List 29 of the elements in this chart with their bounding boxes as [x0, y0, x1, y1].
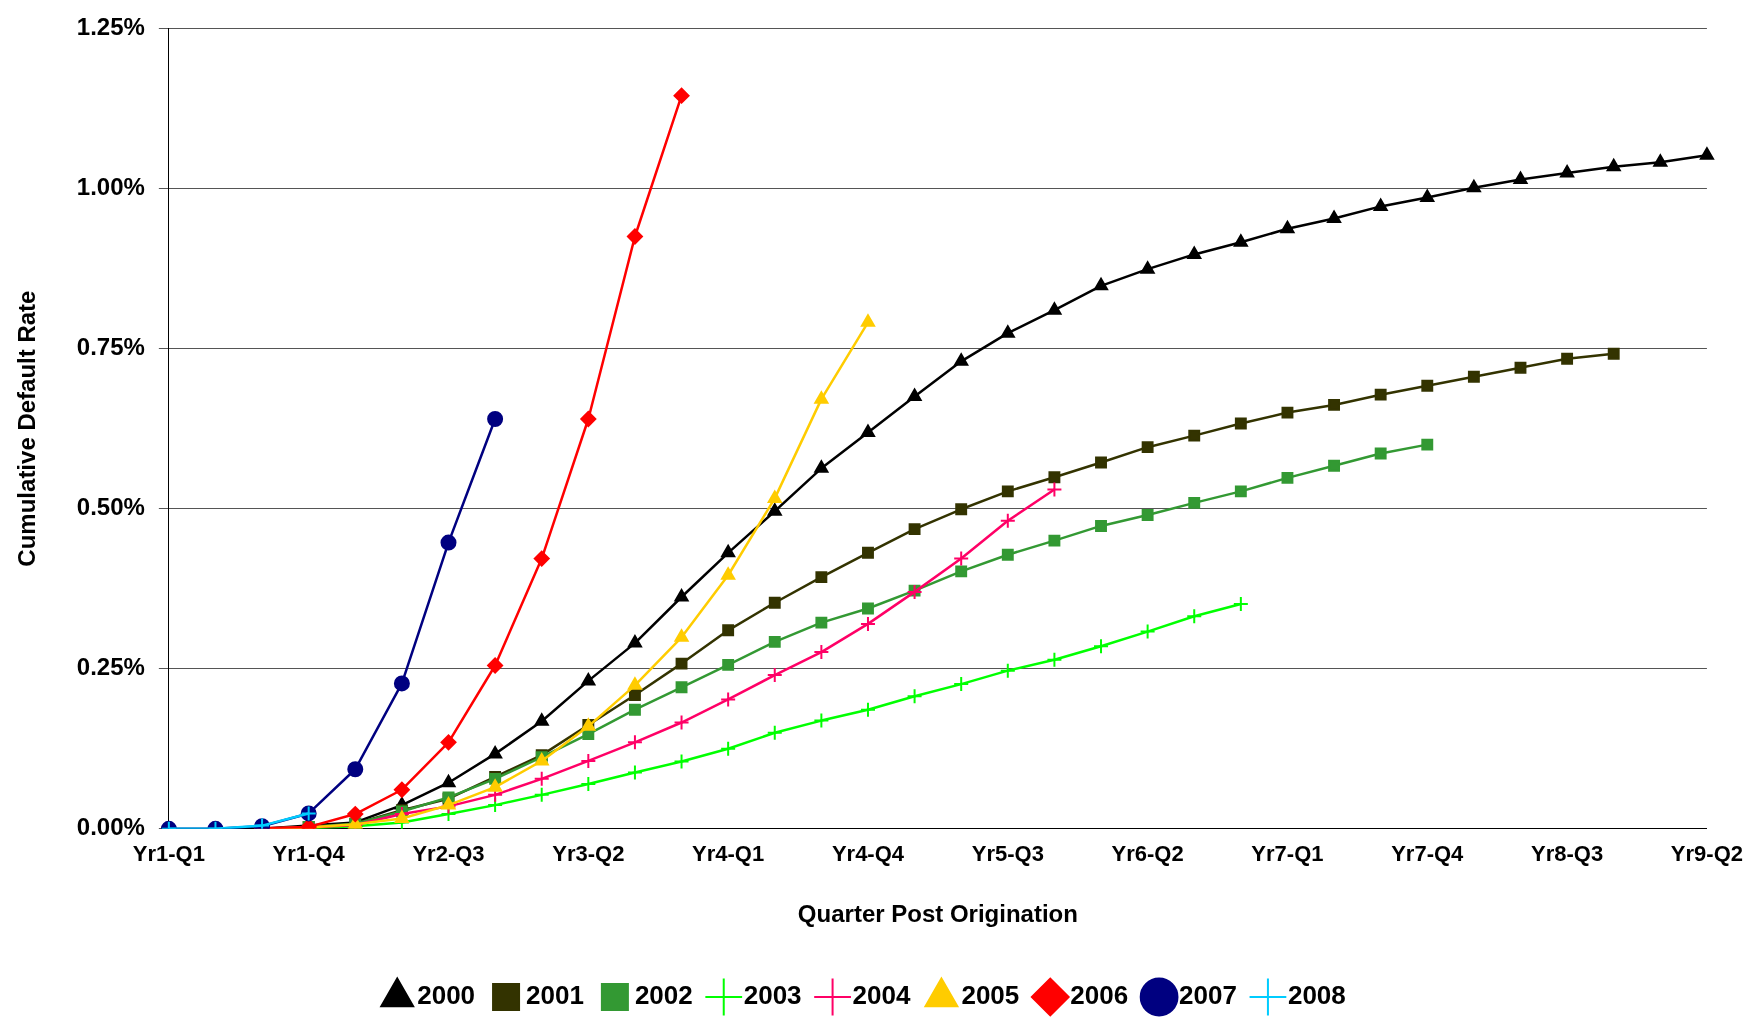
legend-label: 2000: [417, 980, 476, 1011]
x-tick-label: Yr4-Q4: [831, 841, 905, 867]
x-tick-label: Yr7-Q1: [1251, 841, 1324, 867]
x-tick-label: Yr9-Q2: [1670, 841, 1744, 867]
x-tick-label: Yr2-Q3: [412, 841, 485, 867]
y-tick-label: 1.00%: [76, 173, 145, 201]
legend-label: 2003: [743, 980, 802, 1011]
x-axis-title: Quarter Post Origination: [797, 900, 1078, 928]
y-tick-label: 0.75%: [76, 333, 145, 361]
legend-label: 2006: [1070, 980, 1129, 1011]
y-tick-label: 0.50%: [76, 493, 145, 521]
legend-label: 2005: [961, 980, 1020, 1011]
x-tick-label: Yr1-Q4: [272, 841, 346, 867]
y-tick-label: 1.25%: [76, 13, 145, 41]
x-tick-label: Yr8-Q3: [1531, 841, 1604, 867]
legend-label: 2004: [852, 980, 911, 1011]
x-tick-label: Yr6-Q2: [1111, 841, 1184, 867]
legend-label: 2002: [634, 980, 693, 1011]
legend-label: 2007: [1179, 980, 1237, 1011]
y-tick-label: 0.25%: [76, 653, 145, 681]
x-tick-label: Yr5-Q3: [971, 841, 1044, 867]
y-tick-label: 0.00%: [76, 813, 145, 841]
legend-label: 2008: [1287, 980, 1346, 1011]
x-tick-label: Yr1-Q1: [132, 841, 205, 867]
x-tick-label: Yr3-Q2: [552, 841, 625, 867]
x-tick-label: Yr7-Q4: [1391, 841, 1465, 867]
x-tick-label: Yr4-Q1: [692, 841, 765, 867]
y-axis-title: Cumulative Default Rate: [13, 290, 41, 567]
legend-label: 2001: [526, 980, 584, 1011]
